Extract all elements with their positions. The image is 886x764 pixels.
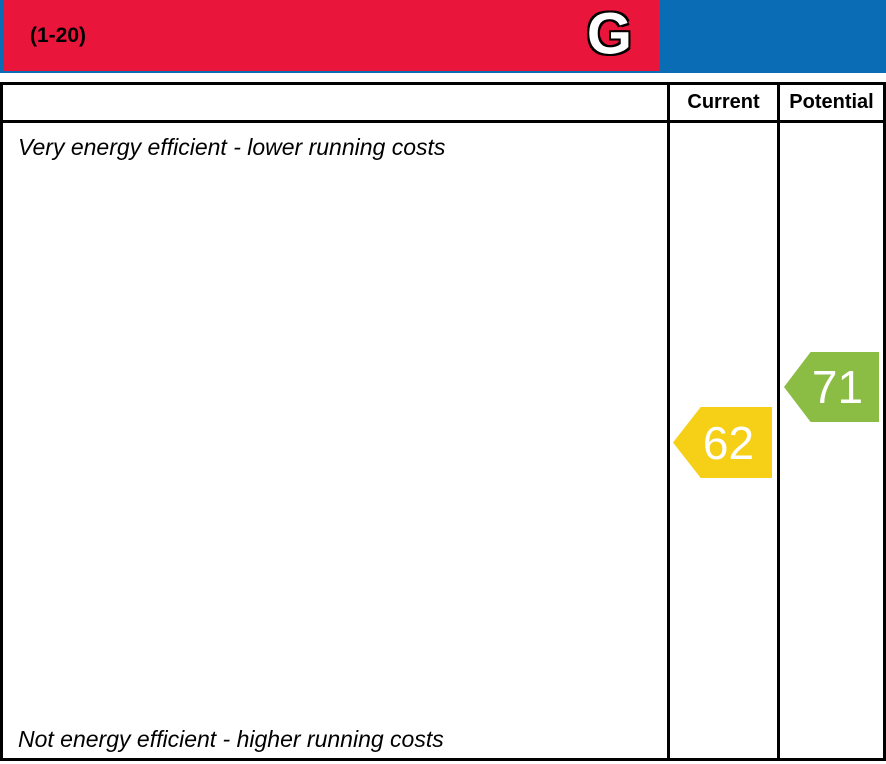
potential-rating-value: 71 <box>811 361 864 413</box>
current-column-divider <box>667 82 670 761</box>
header-row-divider <box>3 120 883 123</box>
band-g-range: (1-20) <box>30 23 87 47</box>
very-efficient-note: Very energy efficient - lower running co… <box>18 133 446 160</box>
band-g-letter: G <box>586 0 634 66</box>
band-g: (1-20) G <box>4 0 660 71</box>
potential-column-divider <box>777 82 780 761</box>
current-column-header: Current <box>687 91 760 113</box>
current-rating-value: 62 <box>702 416 755 469</box>
potential-column-header: Potential <box>789 91 874 113</box>
not-efficient-note: Not energy efficient - higher running co… <box>18 725 444 752</box>
